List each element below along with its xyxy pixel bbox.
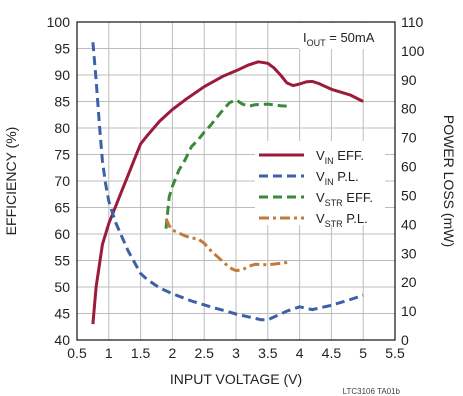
x-tick-labels: 0.5 1 1.5 2 2.5 3 3.5 4 4.5 5 5.5 — [67, 345, 405, 361]
y-right-axis-title: POWER LOSS (mW) — [441, 115, 457, 247]
legend-label-2: VIN P.L. — [316, 169, 359, 187]
y-right-tick-label: 90 — [401, 72, 417, 88]
series-line-1 — [91, 60, 364, 325]
y-right-tick-label: 40 — [401, 216, 417, 232]
x-tick-label: 2 — [169, 345, 177, 361]
plot-frame — [76, 21, 396, 341]
y-left-tick-label: 65 — [54, 200, 70, 216]
x-tick-label: 0.5 — [67, 345, 87, 361]
condition-tail: = 50mA — [326, 30, 375, 45]
series-line-4 — [164, 217, 291, 273]
figure-note: LTC3106 TA01b — [343, 387, 401, 396]
y-right-tick-label: 70 — [401, 130, 417, 146]
y-left-tick-label: 55 — [54, 253, 70, 269]
y-left-tick-label: 90 — [54, 67, 70, 83]
y-right-tick-label: 20 — [401, 274, 417, 290]
x-tick-label: 5 — [359, 345, 367, 361]
y-right-tick-label: 100 — [401, 43, 425, 59]
x-tick-label: 1 — [105, 345, 113, 361]
x-axis-title: INPUT VOLTAGE (V) — [170, 371, 302, 387]
x-tick-label: 3.5 — [258, 345, 278, 361]
y-right-tick-label: 80 — [401, 101, 417, 117]
y-right-tick-labels: 0 10 20 30 40 50 60 70 80 90 100 110 — [401, 14, 425, 348]
series-line-3 — [164, 98, 291, 229]
y-right-tick-label: 30 — [401, 245, 417, 261]
x-tick-label: 1.5 — [131, 345, 151, 361]
legend-label-3: VSTR EFF. — [316, 190, 373, 208]
legend-label-4: VSTR P.L. — [316, 211, 368, 229]
y-left-tick-label: 95 — [54, 41, 70, 57]
y-right-tick-label: 10 — [401, 303, 417, 319]
y-left-tick-label: 60 — [54, 226, 70, 242]
x-tick-label: 4.5 — [322, 345, 342, 361]
y-left-axis-title: EFFICIENCY (%) — [3, 127, 19, 236]
condition-main: I — [303, 30, 307, 45]
y-left-tick-label: 75 — [54, 147, 70, 163]
series-lines — [91, 42, 364, 325]
y-right-tick-label: 110 — [401, 14, 424, 30]
y-right-tick-label: 0 — [401, 332, 409, 348]
legend: VIN EFF. VIN P.L. VSTR EFF. VSTR P.L. — [255, 141, 385, 229]
y-left-tick-label: 40 — [54, 332, 70, 348]
x-tick-label: 3 — [232, 345, 240, 361]
y-right-tick-label: 60 — [401, 159, 417, 175]
y-left-tick-label: 85 — [54, 94, 70, 110]
x-tick-label: 5.5 — [385, 345, 405, 361]
y-left-tick-labels: 40 45 50 55 60 65 70 75 80 85 90 95 100 — [47, 14, 71, 348]
legend-label-1: VIN EFF. — [316, 148, 364, 166]
y-left-tick-label: 80 — [54, 120, 70, 136]
y-left-tick-label: 45 — [54, 306, 70, 322]
x-tick-label: 2.5 — [194, 345, 214, 361]
y-left-tick-label: 100 — [47, 14, 71, 30]
condition-label: IOUT = 50mA — [299, 23, 394, 49]
y-left-tick-label: 50 — [54, 279, 70, 295]
series-line-2 — [91, 42, 364, 322]
condition-sub: OUT — [307, 38, 327, 48]
y-right-tick-label: 50 — [401, 187, 417, 203]
y-left-tick-label: 70 — [54, 173, 70, 189]
x-tick-label: 4 — [296, 345, 304, 361]
svg-text:IOUT = 50mA: IOUT = 50mA — [303, 30, 375, 48]
